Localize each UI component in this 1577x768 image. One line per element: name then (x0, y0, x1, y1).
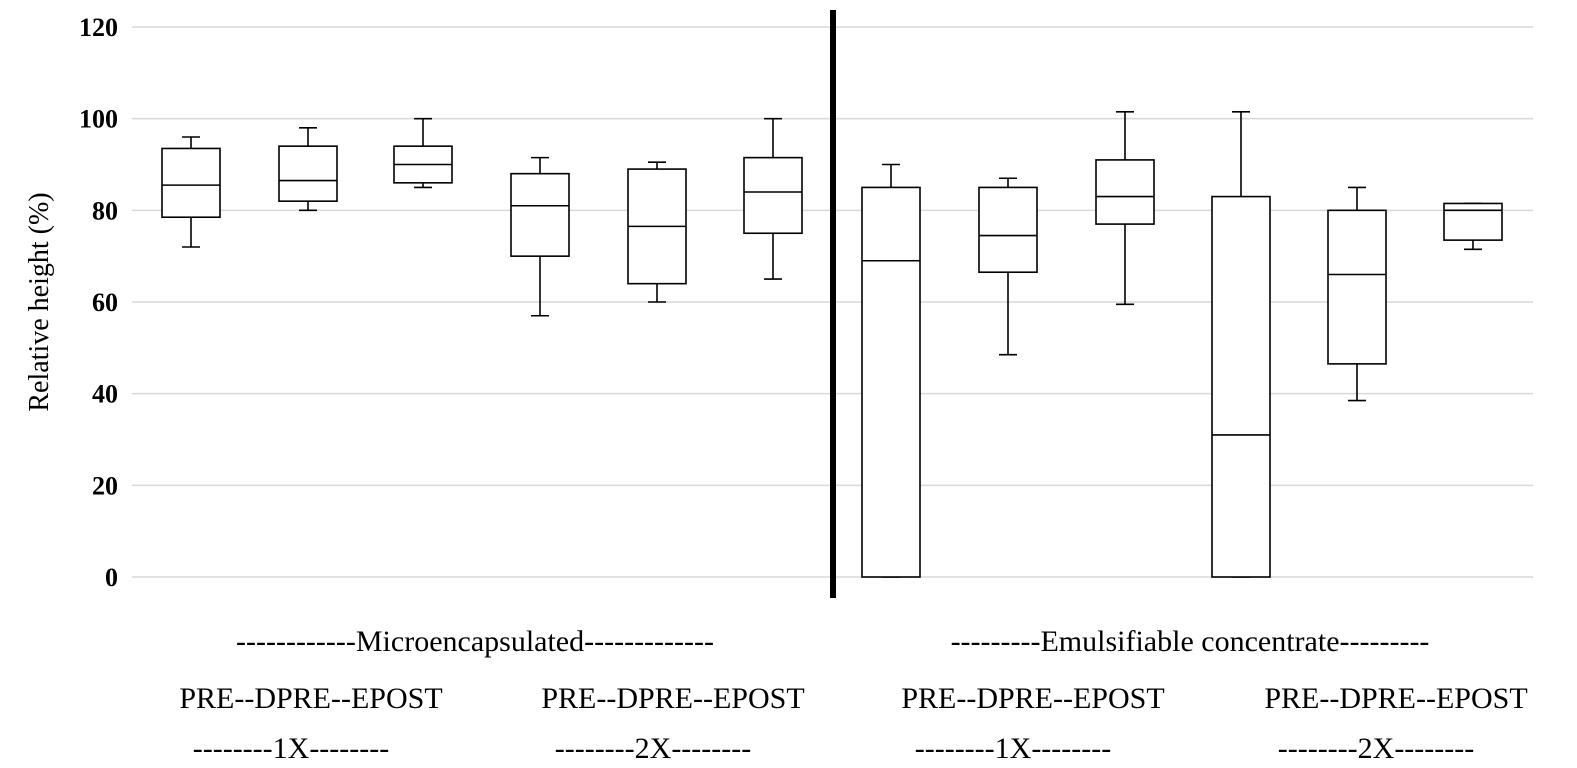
iqr-box (1095, 159, 1155, 225)
iqr-box (161, 147, 221, 219)
group-label: ------------Microencapsulated-----------… (236, 625, 714, 658)
rate-label: --------2X-------- (555, 732, 752, 765)
iqr-box (1327, 209, 1387, 365)
box-pre-1x (161, 136, 221, 248)
box-dpre-1x (978, 177, 1038, 356)
box-dpre-1x (278, 127, 338, 212)
iqr-box (510, 172, 570, 257)
rate-label: --------2X-------- (1278, 732, 1475, 765)
rate-label: --------1X-------- (915, 732, 1112, 765)
y-tick-label: 80 (92, 196, 118, 225)
box-epost-2x (1443, 202, 1503, 251)
y-tick-label: 120 (79, 13, 118, 42)
timing-label: PRE--DPRE--EPOST (1264, 682, 1527, 715)
iqr-box (978, 186, 1038, 274)
category-labels: ------------Microencapsulated-----------… (179, 625, 1527, 765)
timing-label: PRE--DPRE--EPOST (179, 682, 442, 715)
iqr-box (278, 145, 338, 202)
box-pre-1x (861, 163, 921, 578)
box-dpre-2x (627, 161, 687, 303)
box-dpre-2x (1327, 186, 1387, 402)
timing-label: PRE--DPRE--EPOST (541, 682, 804, 715)
y-tick-label: 40 (92, 380, 118, 409)
iqr-box (1443, 202, 1503, 241)
rate-label: --------1X-------- (193, 732, 390, 765)
y-tick-label: 60 (92, 288, 118, 317)
timing-label: PRE--DPRE--EPOST (901, 682, 1164, 715)
y-tick-label: 100 (79, 105, 118, 134)
box-epost-1x (393, 117, 453, 189)
box-pre-2x (510, 156, 570, 317)
y-tick-label: 20 (92, 471, 118, 500)
boxes (161, 110, 1503, 578)
group-label: ---------Emulsifiable concentrate-------… (951, 625, 1430, 658)
box-epost-1x (1095, 110, 1155, 306)
iqr-box (1211, 195, 1271, 578)
iqr-box (861, 186, 921, 578)
box-epost-2x (743, 117, 803, 280)
y-axis-title: Relative height (%) (24, 192, 55, 411)
y-tick-label: 0 (105, 563, 118, 592)
box-pre-2x (1211, 110, 1271, 578)
y-axis-tick-labels: 0 20 40 60 80 100 120 (79, 13, 118, 592)
iqr-box (743, 156, 803, 235)
